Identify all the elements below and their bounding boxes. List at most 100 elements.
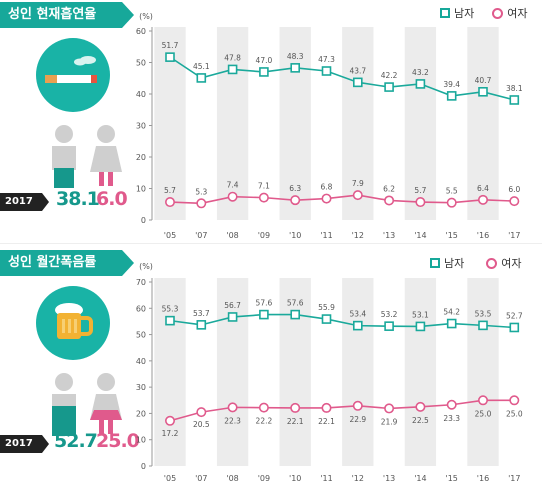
male-data-point <box>321 66 332 76</box>
beer-mug-icon <box>55 303 93 339</box>
x-tick-label: '05 <box>164 474 176 483</box>
male-legend-label: 남자 <box>454 7 475 20</box>
male-data-point <box>415 321 426 332</box>
male-data-label: 43.2 <box>412 68 429 77</box>
male-data-label: 53.7 <box>193 309 210 318</box>
male-data-label: 43.7 <box>349 66 366 75</box>
female-figure-icon <box>90 373 122 434</box>
female-data-point <box>196 407 207 418</box>
female-2017-value: 25.0 <box>96 430 140 452</box>
male-data-point <box>509 322 520 333</box>
y-tick-label: 30 <box>136 383 146 392</box>
female-data-label: 6.4 <box>477 184 489 193</box>
x-tick-label: '11 <box>320 474 332 483</box>
male-data-label: 48.3 <box>287 52 304 61</box>
chart-legend: 남자 여자 <box>430 254 522 272</box>
female-data-label: 25.0 <box>506 409 523 418</box>
female-data-label: 7.9 <box>352 179 364 188</box>
y-tick-label: 40 <box>136 90 146 99</box>
male-data-label: 55.3 <box>162 305 179 314</box>
female-2017-value: 6.0 <box>96 188 128 210</box>
male-data-label: 56.7 <box>224 301 241 310</box>
y-tick-label: 10 <box>136 185 146 194</box>
male-data-label: 53.2 <box>381 310 398 319</box>
male-figure-icon <box>52 125 76 188</box>
male-data-point <box>290 309 300 320</box>
y-tick-label: 70 <box>136 278 146 287</box>
y-axis-label: (%) <box>139 262 153 271</box>
x-tick-label: '14 <box>414 231 426 240</box>
male-data-point <box>227 312 238 322</box>
y-tick-label: 50 <box>136 331 146 340</box>
x-tick-label: '13 <box>383 474 395 483</box>
male-data-label: 40.7 <box>475 76 492 85</box>
male-data-label: 45.1 <box>193 62 210 71</box>
female-data-point <box>477 194 488 205</box>
y-tick-label: 40 <box>136 357 146 366</box>
female-data-point <box>290 402 301 413</box>
male-data-label: 38.1 <box>506 84 523 93</box>
panel-title: 성인 월간폭음률 <box>0 250 134 276</box>
female-data-label: 22.5 <box>412 416 429 425</box>
male-data-point <box>165 52 175 62</box>
female-data-label: 17.2 <box>162 429 179 438</box>
y-tick-label: 0 <box>141 462 146 471</box>
female-data-point <box>446 197 457 208</box>
column-band <box>216 27 249 220</box>
column-band <box>154 278 186 466</box>
cigarette-badge <box>36 38 110 112</box>
male-legend-marker <box>430 258 440 268</box>
male-data-label: 55.9 <box>318 303 335 312</box>
column-band <box>342 27 374 220</box>
male-data-label: 57.6 <box>256 299 273 308</box>
female-legend-marker <box>492 7 504 19</box>
y-axis-label: (%) <box>139 12 153 21</box>
female-data-point <box>258 192 269 203</box>
female-data-point <box>384 403 395 414</box>
y-tick-label: 0 <box>141 216 146 225</box>
x-tick-label: '12 <box>352 231 364 240</box>
male-data-label: 53.5 <box>475 309 492 318</box>
column-band <box>404 278 437 466</box>
female-data-label: 21.9 <box>381 417 398 426</box>
section-divider <box>0 243 542 244</box>
male-data-label: 51.7 <box>162 41 179 50</box>
column-band <box>216 278 249 466</box>
female-data-point <box>352 190 363 201</box>
female-data-point <box>446 399 457 410</box>
female-data-point <box>227 402 238 413</box>
column-band <box>467 27 499 220</box>
male-data-point <box>446 91 457 101</box>
beer-badge <box>36 286 110 360</box>
male-data-label: 57.6 <box>287 299 304 308</box>
y-tick-label: 30 <box>136 122 146 131</box>
male-data-label: 47.0 <box>256 56 273 65</box>
male-data-point <box>290 63 300 73</box>
male-series-line <box>169 56 515 101</box>
column-band <box>404 27 437 220</box>
female-data-label: 22.1 <box>318 417 335 426</box>
female-data-point <box>321 402 332 413</box>
x-tick-label: '08 <box>226 474 238 483</box>
female-data-point <box>384 195 395 206</box>
female-data-point <box>164 197 175 208</box>
x-tick-label: '09 <box>258 474 270 483</box>
male-data-point <box>446 318 457 329</box>
x-tick-label: '08 <box>226 231 238 240</box>
male-data-point <box>196 73 207 83</box>
female-series-line <box>169 194 515 205</box>
female-legend-marker <box>486 257 498 269</box>
x-tick-label: '16 <box>477 474 489 483</box>
female-data-label: 6.3 <box>289 184 301 193</box>
female-data-label: 6.2 <box>383 184 395 193</box>
male-legend-marker <box>440 8 450 18</box>
female-data-point <box>415 401 426 412</box>
column-band <box>279 278 311 466</box>
female-data-point <box>352 400 363 411</box>
binge-drinking-line-chart: 0 10 20 30 40 50 60 70 (%) '05 '07 '08 '09 '10 '11 '12 '… <box>136 262 523 483</box>
male-2017-value: 38.1 <box>56 188 100 210</box>
male-data-label: 53.1 <box>412 310 429 319</box>
female-data-label: 7.1 <box>258 182 270 191</box>
female-data-label: 7.4 <box>227 181 239 190</box>
female-data-label: 23.3 <box>443 414 460 423</box>
